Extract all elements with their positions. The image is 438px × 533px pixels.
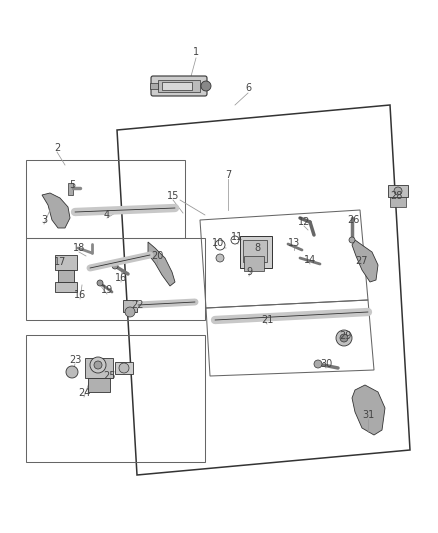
- Text: 10: 10: [212, 238, 224, 248]
- Text: 15: 15: [167, 191, 179, 201]
- Text: 27: 27: [356, 256, 368, 266]
- Polygon shape: [148, 242, 175, 286]
- Bar: [243, 240, 267, 262]
- Bar: [58, 270, 74, 282]
- Text: 6: 6: [245, 83, 251, 93]
- Bar: [244, 256, 264, 271]
- Circle shape: [216, 254, 224, 262]
- Text: 30: 30: [320, 359, 332, 369]
- Bar: [115, 362, 133, 374]
- Circle shape: [314, 360, 322, 368]
- Text: 11: 11: [231, 232, 243, 242]
- Text: 20: 20: [151, 251, 163, 261]
- Text: 14: 14: [304, 255, 316, 265]
- Text: 21: 21: [261, 315, 273, 325]
- Text: 8: 8: [254, 243, 260, 253]
- Circle shape: [336, 330, 352, 346]
- Text: 26: 26: [347, 215, 359, 225]
- Circle shape: [119, 363, 129, 373]
- Circle shape: [125, 307, 135, 317]
- Circle shape: [394, 187, 402, 195]
- Circle shape: [215, 240, 225, 250]
- Bar: [85, 358, 113, 378]
- Bar: [55, 282, 77, 292]
- Text: 24: 24: [78, 388, 90, 398]
- Circle shape: [97, 280, 103, 286]
- Text: 9: 9: [246, 267, 252, 277]
- Text: 13: 13: [288, 238, 300, 248]
- Bar: [388, 185, 408, 197]
- Text: 31: 31: [362, 410, 374, 420]
- Bar: [162, 82, 192, 90]
- Circle shape: [90, 357, 106, 373]
- Text: 19: 19: [101, 285, 113, 295]
- Text: 25: 25: [104, 371, 116, 381]
- Text: 16: 16: [115, 273, 127, 283]
- Bar: [123, 300, 137, 312]
- Text: 17: 17: [54, 257, 66, 267]
- Text: 23: 23: [69, 355, 81, 365]
- Bar: [88, 378, 110, 392]
- Bar: [158, 80, 200, 92]
- Polygon shape: [42, 193, 70, 228]
- Circle shape: [349, 237, 355, 243]
- Circle shape: [112, 263, 118, 269]
- Text: 29: 29: [339, 331, 351, 341]
- Bar: [150, 83, 158, 89]
- Bar: [68, 183, 73, 195]
- Text: 12: 12: [298, 217, 310, 227]
- Text: 16: 16: [74, 290, 86, 300]
- FancyBboxPatch shape: [151, 76, 207, 96]
- Text: 1: 1: [193, 47, 199, 57]
- Text: 22: 22: [132, 300, 144, 310]
- Text: 18: 18: [73, 243, 85, 253]
- Text: 2: 2: [54, 143, 60, 153]
- Text: 28: 28: [390, 191, 402, 201]
- Circle shape: [231, 236, 239, 244]
- Bar: [55, 255, 77, 270]
- Circle shape: [201, 81, 211, 91]
- Circle shape: [94, 361, 102, 369]
- Polygon shape: [352, 240, 378, 282]
- Circle shape: [340, 334, 348, 342]
- Circle shape: [66, 366, 78, 378]
- Bar: [390, 197, 406, 207]
- Bar: [240, 236, 272, 268]
- Text: 4: 4: [104, 210, 110, 220]
- Text: 5: 5: [69, 180, 75, 190]
- Text: 7: 7: [225, 170, 231, 180]
- Polygon shape: [352, 385, 385, 435]
- Text: 3: 3: [41, 215, 47, 225]
